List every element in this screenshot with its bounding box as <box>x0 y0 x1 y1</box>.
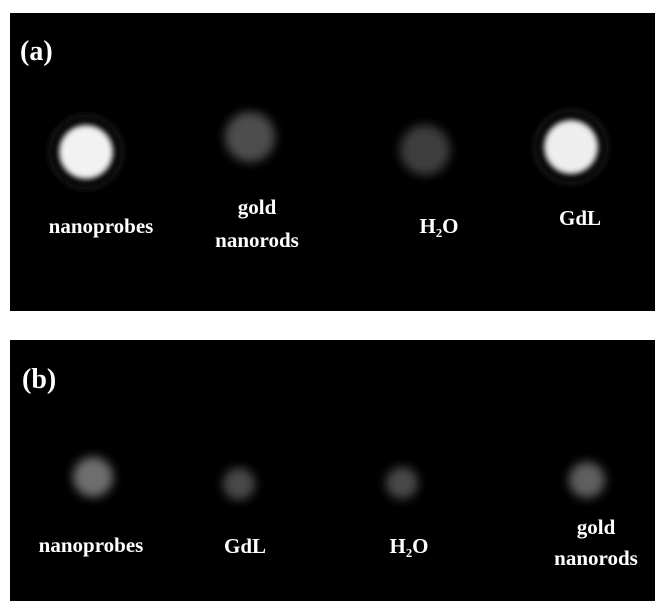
sample-label: H₂O <box>390 534 429 558</box>
sample-spot <box>225 112 275 162</box>
sample-label: gold <box>238 195 277 219</box>
panel-label: (b) <box>22 364 56 395</box>
panel-a: (a) nanoprobes gold nanorods H₂O GdL <box>10 13 655 311</box>
sample-label: GdL <box>559 206 601 230</box>
sample-spot <box>73 457 113 497</box>
sample-label: nanoprobes <box>49 214 154 238</box>
sample-label: H₂O <box>420 214 459 238</box>
sample-label: nanoprobes <box>39 533 144 557</box>
sample-spot <box>569 462 605 498</box>
sample-label: nanorods <box>554 546 638 570</box>
sample-spot <box>223 468 255 500</box>
sample-spot <box>386 467 418 499</box>
figure: (a) nanoprobes gold nanorods H₂O GdL (b)… <box>0 0 655 601</box>
panel-b: (b) nanoprobes GdL H₂O gold nanorods <box>10 340 655 601</box>
page: (a) nanoprobes gold nanorods H₂O GdL (b)… <box>0 0 655 601</box>
sample-label: nanorods <box>215 228 299 252</box>
sample-spot <box>400 125 450 175</box>
panel-label: (a) <box>20 36 53 67</box>
sample-label: gold <box>577 515 616 539</box>
sample-label: GdL <box>224 534 266 558</box>
sample-spot <box>59 125 113 179</box>
sample-spot <box>544 120 598 174</box>
